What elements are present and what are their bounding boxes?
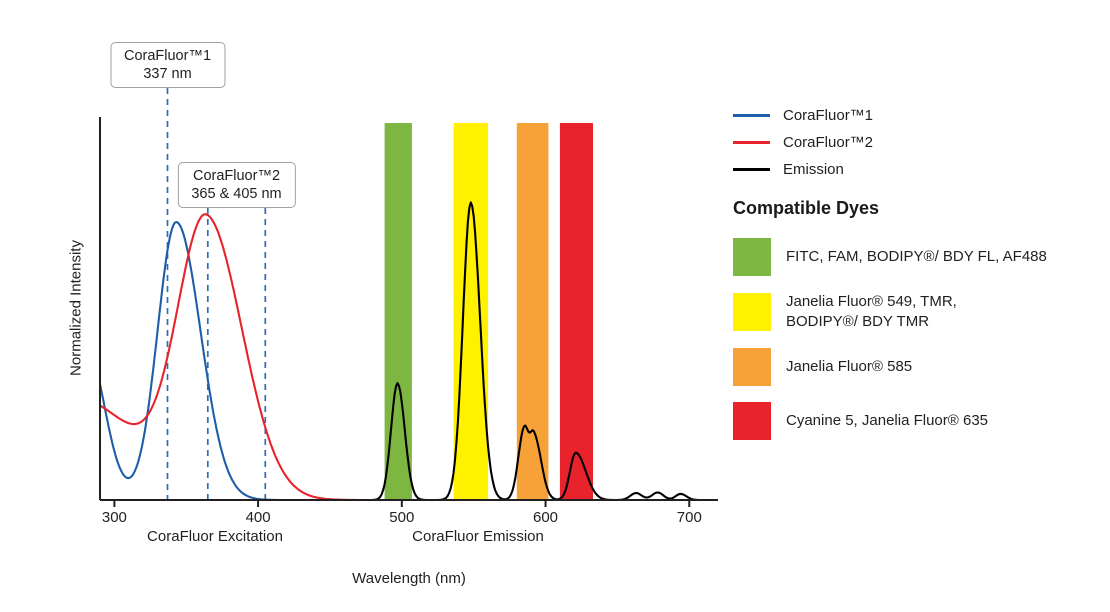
axis-group-label: CoraFluor Excitation xyxy=(147,528,283,545)
curve-excitation-corafluor1 xyxy=(98,220,306,502)
callout-1: CoraFluor™1 337 nm xyxy=(109,42,226,88)
filter-band-red xyxy=(559,123,593,500)
dye-color-swatch xyxy=(733,348,771,386)
legend-line-swatch xyxy=(733,113,770,117)
legend-line-swatch xyxy=(733,167,770,171)
callout-title: CoraFluor™2 xyxy=(192,168,281,184)
legend-item: Emission xyxy=(733,160,1108,178)
dye-list: FITC, FAM, BODIPY®/ BDY FL, AF488 Janelia… xyxy=(733,238,1108,440)
legend-item: CoraFluor™1 xyxy=(733,106,1108,124)
compatible-dyes-heading: Compatible Dyes xyxy=(733,198,880,218)
legend-item: CoraFluor™2 xyxy=(733,133,1108,151)
dye-color-swatch xyxy=(733,293,771,331)
dye-label: Cyanine 5, Janelia Fluor® 635 xyxy=(786,411,988,431)
legend-label: CoraFluor™2 xyxy=(783,133,874,151)
dye-color-swatch xyxy=(733,402,771,440)
curve-legend: CoraFluor™1 CoraFluor™2 Emission xyxy=(733,106,1108,178)
legend-line-swatch xyxy=(733,140,770,144)
legend-label: Emission xyxy=(783,160,844,178)
dye-label-line: Cyanine 5, Janelia Fluor® 635 xyxy=(786,412,989,429)
curve-excitation-corafluor2 xyxy=(98,213,360,502)
filter-band-orange xyxy=(516,123,549,500)
dye-item: Janelia Fluor® 585 xyxy=(733,348,1108,386)
dye-label-line: BODIPY®/ BDY TMR xyxy=(786,313,930,330)
x-tick-label: 600 xyxy=(533,509,558,526)
dye-color-swatch xyxy=(733,238,771,276)
dye-item: Cyanine 5, Janelia Fluor® 635 xyxy=(733,402,1108,440)
y-axis-label: Normalized Intensity xyxy=(67,240,85,376)
x-tick-label: 700 xyxy=(677,509,702,526)
dye-label-line: Janelia Fluor® 549, TMR, xyxy=(786,293,957,310)
filter-band-green xyxy=(384,123,412,500)
dye-label-line: Janelia Fluor® 585 xyxy=(786,358,913,375)
curve-emission xyxy=(336,201,717,502)
x-tick-label: 500 xyxy=(389,509,414,526)
dye-item: FITC, FAM, BODIPY®/ BDY FL, AF488 xyxy=(733,238,1108,276)
callout-subtitle: 337 nm xyxy=(143,66,192,82)
callout-2: CoraFluor™2 365 & 405 nm xyxy=(177,162,296,208)
dye-label: FITC, FAM, BODIPY®/ BDY FL, AF488 xyxy=(786,247,1047,267)
callout-title: CoraFluor™1 xyxy=(123,48,212,64)
legend-panel: CoraFluor™1 CoraFluor™2 Emission Compatibl… xyxy=(733,0,1108,440)
dye-item: Janelia Fluor® 549, TMR, BODIPY®/ BDY TMR xyxy=(733,292,1108,332)
callout-subtitle: 365 & 405 nm xyxy=(191,186,282,202)
dye-label: Janelia Fluor® 585 xyxy=(786,357,912,377)
x-tick-label: 300 xyxy=(102,509,127,526)
x-axis-label: Wavelength (nm) xyxy=(352,570,466,587)
x-tick-label: 400 xyxy=(246,509,271,526)
dye-label-line: FITC, FAM, BODIPY®/ BDY FL, AF488 xyxy=(786,248,1047,265)
axis-group-label: CoraFluor Emission xyxy=(412,528,544,545)
legend-label: CoraFluor™1 xyxy=(783,106,874,124)
dye-label: Janelia Fluor® 549, TMR, BODIPY®/ BDY TMR xyxy=(786,292,957,332)
filter-band-yellow xyxy=(453,123,489,500)
